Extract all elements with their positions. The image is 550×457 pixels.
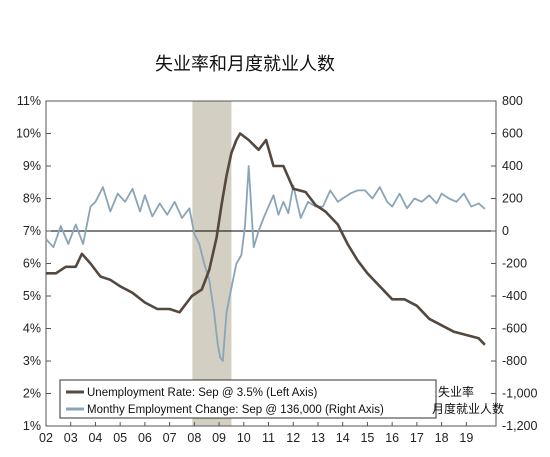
right-tick-label: 600 xyxy=(502,127,523,141)
left-axis: 1% 2% 3% 4% 5% 6% 7% 8% 9% 10% 11% xyxy=(16,94,51,433)
right-tick-label: -600 xyxy=(502,322,527,336)
left-tick-label: 3% xyxy=(23,354,41,368)
x-tick-label: 18 xyxy=(435,431,449,445)
left-tick-label: 1% xyxy=(23,419,41,433)
side-label-unemployment: 失业率 xyxy=(438,384,474,399)
right-tick-label: 200 xyxy=(502,192,523,206)
right-tick-label: -1,000 xyxy=(502,387,537,401)
left-tick-label: 9% xyxy=(23,159,41,173)
legend-label-unemployment: Unemployment Rate: Sep @ 3.5% (Left Axis… xyxy=(87,387,317,399)
right-tick-label: -1,200 xyxy=(502,419,537,433)
legend: Unemployment Rate: Sep @ 3.5% (Left Axis… xyxy=(59,379,437,419)
x-tick-label: 07 xyxy=(163,431,177,445)
x-tick-label: 14 xyxy=(336,431,350,445)
right-tick-label: 800 xyxy=(502,94,523,108)
left-tick-label: 8% xyxy=(23,192,41,206)
x-tick-label: 05 xyxy=(113,431,127,445)
x-tick-label: 04 xyxy=(88,431,102,445)
x-tick-label: 08 xyxy=(187,431,201,445)
plot-frame xyxy=(45,100,497,427)
x-tick-label: 13 xyxy=(311,431,325,445)
x-tick-label: 09 xyxy=(212,431,226,445)
x-axis: 02 03 04 05 06 07 08 09 10 11 12 13 14 15 16 17 18 19 xyxy=(39,422,473,445)
series-line-unemployment xyxy=(46,132,486,346)
left-tick-label: 11% xyxy=(17,94,41,108)
left-tick-label: 2% xyxy=(23,387,41,401)
right-tick-label: -800 xyxy=(502,354,527,368)
x-tick-label: 10 xyxy=(237,431,251,445)
legend-label-employment: Monthy Employment Change: Sep @ 136,000 … xyxy=(87,404,384,416)
side-label-employment: 月度就业人数 xyxy=(432,401,504,416)
x-tick-label: 16 xyxy=(385,431,399,445)
x-tick-label: 19 xyxy=(459,431,473,445)
chart-title: 失业率和月度就业人数 xyxy=(155,54,335,75)
legend-box xyxy=(59,379,437,419)
left-tick-label: 7% xyxy=(23,224,41,238)
right-tick-label: 0 xyxy=(502,224,509,238)
series-layer xyxy=(45,132,486,362)
left-tick-label: 6% xyxy=(23,257,41,271)
left-tick-label: 5% xyxy=(23,289,41,303)
right-tick-label: -400 xyxy=(502,289,527,303)
left-tick-label: 4% xyxy=(23,322,41,336)
right-axis: 800 600 400 200 0 -200 -400 -600 -800 -1,000 -1,20… xyxy=(491,94,537,433)
left-tick-label: 10% xyxy=(16,127,41,141)
right-tick-label: 400 xyxy=(502,159,523,173)
x-tick-label: 06 xyxy=(138,431,152,445)
x-tick-label: 11 xyxy=(262,431,275,445)
x-tick-label: 02 xyxy=(39,431,53,445)
x-tick-label: 15 xyxy=(360,431,374,445)
series-line-employment xyxy=(45,165,486,362)
x-tick-label: 12 xyxy=(286,431,300,445)
right-tick-label: -200 xyxy=(502,257,527,271)
x-tick-label: 03 xyxy=(64,431,78,445)
x-tick-label: 17 xyxy=(410,431,424,445)
